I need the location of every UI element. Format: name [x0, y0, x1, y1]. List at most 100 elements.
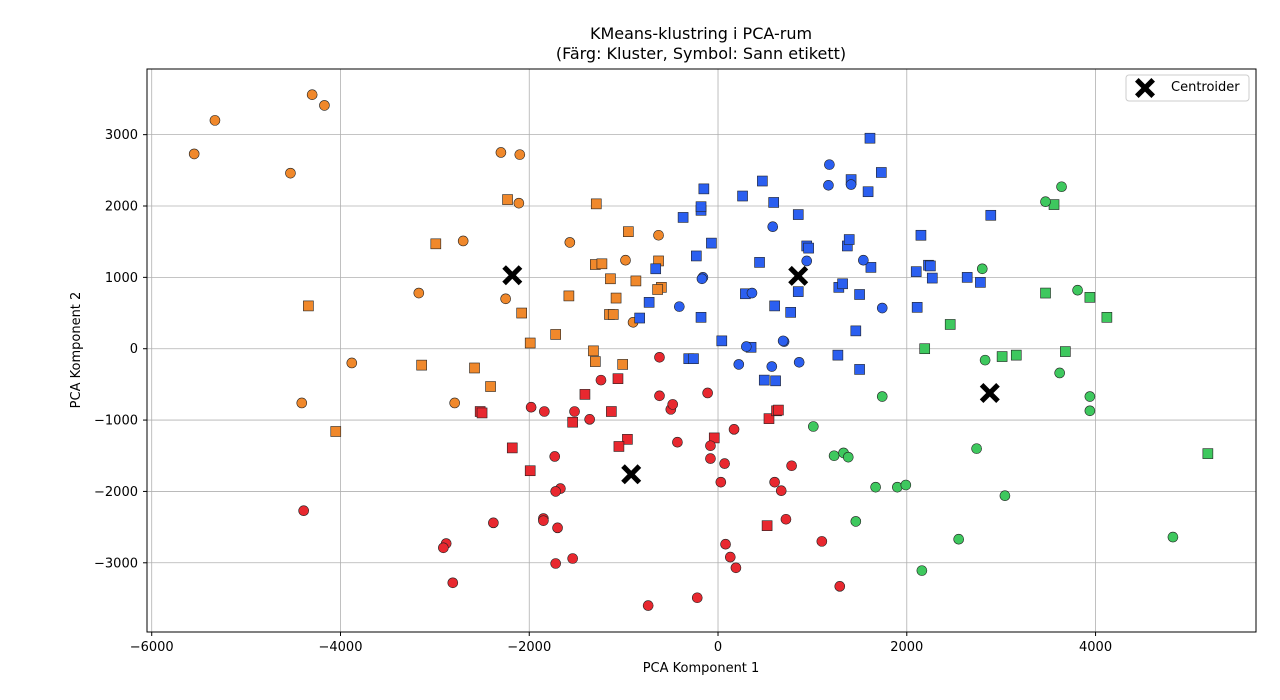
- scatter-point-square: [623, 226, 634, 237]
- scatter-point-square: [622, 434, 633, 445]
- scatter-point-circle: [653, 229, 664, 241]
- scatter-point-circle: [550, 558, 561, 569]
- y-tick-label: −1000: [94, 414, 138, 429]
- x-tick-label: −6000: [130, 640, 174, 655]
- scatter-point-square: [761, 520, 773, 531]
- scatter-point-square: [677, 212, 689, 223]
- scatter-point-circle: [564, 237, 576, 248]
- scatter-point-square: [961, 272, 973, 283]
- scatter-point-square: [758, 374, 770, 386]
- scatter-point-square: [785, 307, 796, 318]
- scatter-point-circle: [1084, 405, 1096, 417]
- scatter-point-square: [506, 442, 518, 454]
- scatter-point-square: [832, 349, 844, 361]
- scatter-point-circle: [438, 542, 449, 554]
- scatter-point-circle: [500, 293, 511, 305]
- scatter-point-circle: [823, 180, 834, 191]
- scatter-point-square: [843, 234, 855, 245]
- scatter-point-square: [975, 277, 986, 288]
- scatter-point-square: [634, 312, 645, 324]
- scatter-point-circle: [1167, 531, 1179, 543]
- scatter-point-circle: [1040, 196, 1051, 208]
- scatter-point-circle: [595, 374, 607, 386]
- scatter-point-square: [688, 353, 699, 365]
- scatter-point-square: [650, 263, 662, 275]
- scatter-point-circle: [525, 401, 537, 413]
- scatter-point-square: [737, 190, 748, 202]
- scatter-point-circle: [728, 424, 740, 435]
- data-points: [188, 89, 1214, 611]
- centroid-marker: [621, 464, 642, 485]
- scatter-point-circle: [793, 356, 805, 368]
- scatter-point-circle: [786, 460, 797, 472]
- scatter-point-square: [643, 297, 655, 308]
- scatter-point-circle: [730, 562, 742, 574]
- scatter-point-square: [875, 167, 887, 178]
- scatter-point-square: [303, 300, 314, 312]
- scatter-point-square: [757, 175, 768, 187]
- scatter-point-circle: [876, 391, 888, 402]
- scatter-point-circle: [549, 451, 561, 462]
- scatter-point-circle: [457, 235, 469, 247]
- scatter-point-square: [476, 407, 488, 419]
- scatter-point-square: [330, 426, 342, 437]
- scatter-point-square: [1084, 292, 1096, 303]
- scatter-point-square: [1101, 312, 1113, 323]
- scatter-point-square: [864, 132, 876, 144]
- scatter-point-square: [773, 404, 784, 416]
- scatter-point-circle: [654, 390, 665, 402]
- chart-title-line2: (Färg: Kluster, Symbol: Sann etikett): [556, 44, 846, 63]
- scatter-point-square: [763, 413, 775, 424]
- scatter-point-circle: [705, 453, 716, 464]
- scatter-point-square: [854, 289, 865, 300]
- scatter-point-square: [485, 381, 496, 392]
- scatter-point-circle: [720, 538, 731, 550]
- scatter-point-square: [550, 329, 561, 340]
- scatter-point-circle: [705, 440, 716, 452]
- scatter-point-square: [915, 229, 927, 241]
- scatter-point-circle: [306, 89, 318, 100]
- scatter-point-square: [1060, 346, 1071, 357]
- scatter-point-square: [579, 389, 591, 400]
- plot-area-frame: [146, 68, 1257, 633]
- y-tick-label: −3000: [94, 556, 138, 571]
- scatter-point-square: [652, 284, 663, 295]
- scatter-point-circle: [674, 301, 685, 312]
- scatter-point-square: [605, 273, 616, 285]
- scatter-point-circle: [188, 148, 200, 160]
- scatter-point-square: [695, 201, 707, 213]
- y-tick-label: 1000: [105, 271, 138, 286]
- scatter-point-square: [910, 266, 922, 277]
- scatter-point-circle: [976, 263, 988, 275]
- centroids: [502, 265, 1000, 485]
- scatter-point-square: [926, 272, 938, 284]
- scatter-point-circle: [538, 515, 549, 526]
- scatter-point-square: [769, 300, 780, 312]
- scatter-point-square: [516, 307, 528, 319]
- scatter-point-square: [610, 292, 622, 304]
- scatter-point-circle: [488, 517, 499, 529]
- scatter-point-circle: [672, 436, 683, 448]
- legend: Centroider: [1125, 74, 1250, 102]
- scatter-point-circle: [801, 255, 813, 267]
- scatter-point-circle: [876, 302, 888, 314]
- scatter-point-circle: [620, 254, 631, 266]
- scatter-point-square: [563, 290, 575, 302]
- centroid-marker: [979, 383, 1000, 403]
- scatter-point-circle: [971, 443, 982, 454]
- scatter-point-circle: [209, 115, 221, 126]
- scatter-point-circle: [900, 479, 912, 491]
- scatter-point-circle: [550, 486, 561, 497]
- scatter-point-square: [792, 286, 804, 297]
- scatter-point-circle: [654, 351, 665, 363]
- scatter-point-circle: [816, 536, 828, 547]
- legend-centroid-marker: [1135, 78, 1155, 98]
- scatter-point-circle: [715, 476, 727, 488]
- y-tick-label: 3000: [105, 128, 138, 143]
- scatter-point-circle: [298, 505, 309, 516]
- scatter-point-circle: [953, 533, 964, 545]
- centroid-marker: [788, 265, 809, 286]
- scatter-point-circle: [296, 397, 308, 409]
- x-axis-label: PCA Komponent 1: [643, 661, 760, 676]
